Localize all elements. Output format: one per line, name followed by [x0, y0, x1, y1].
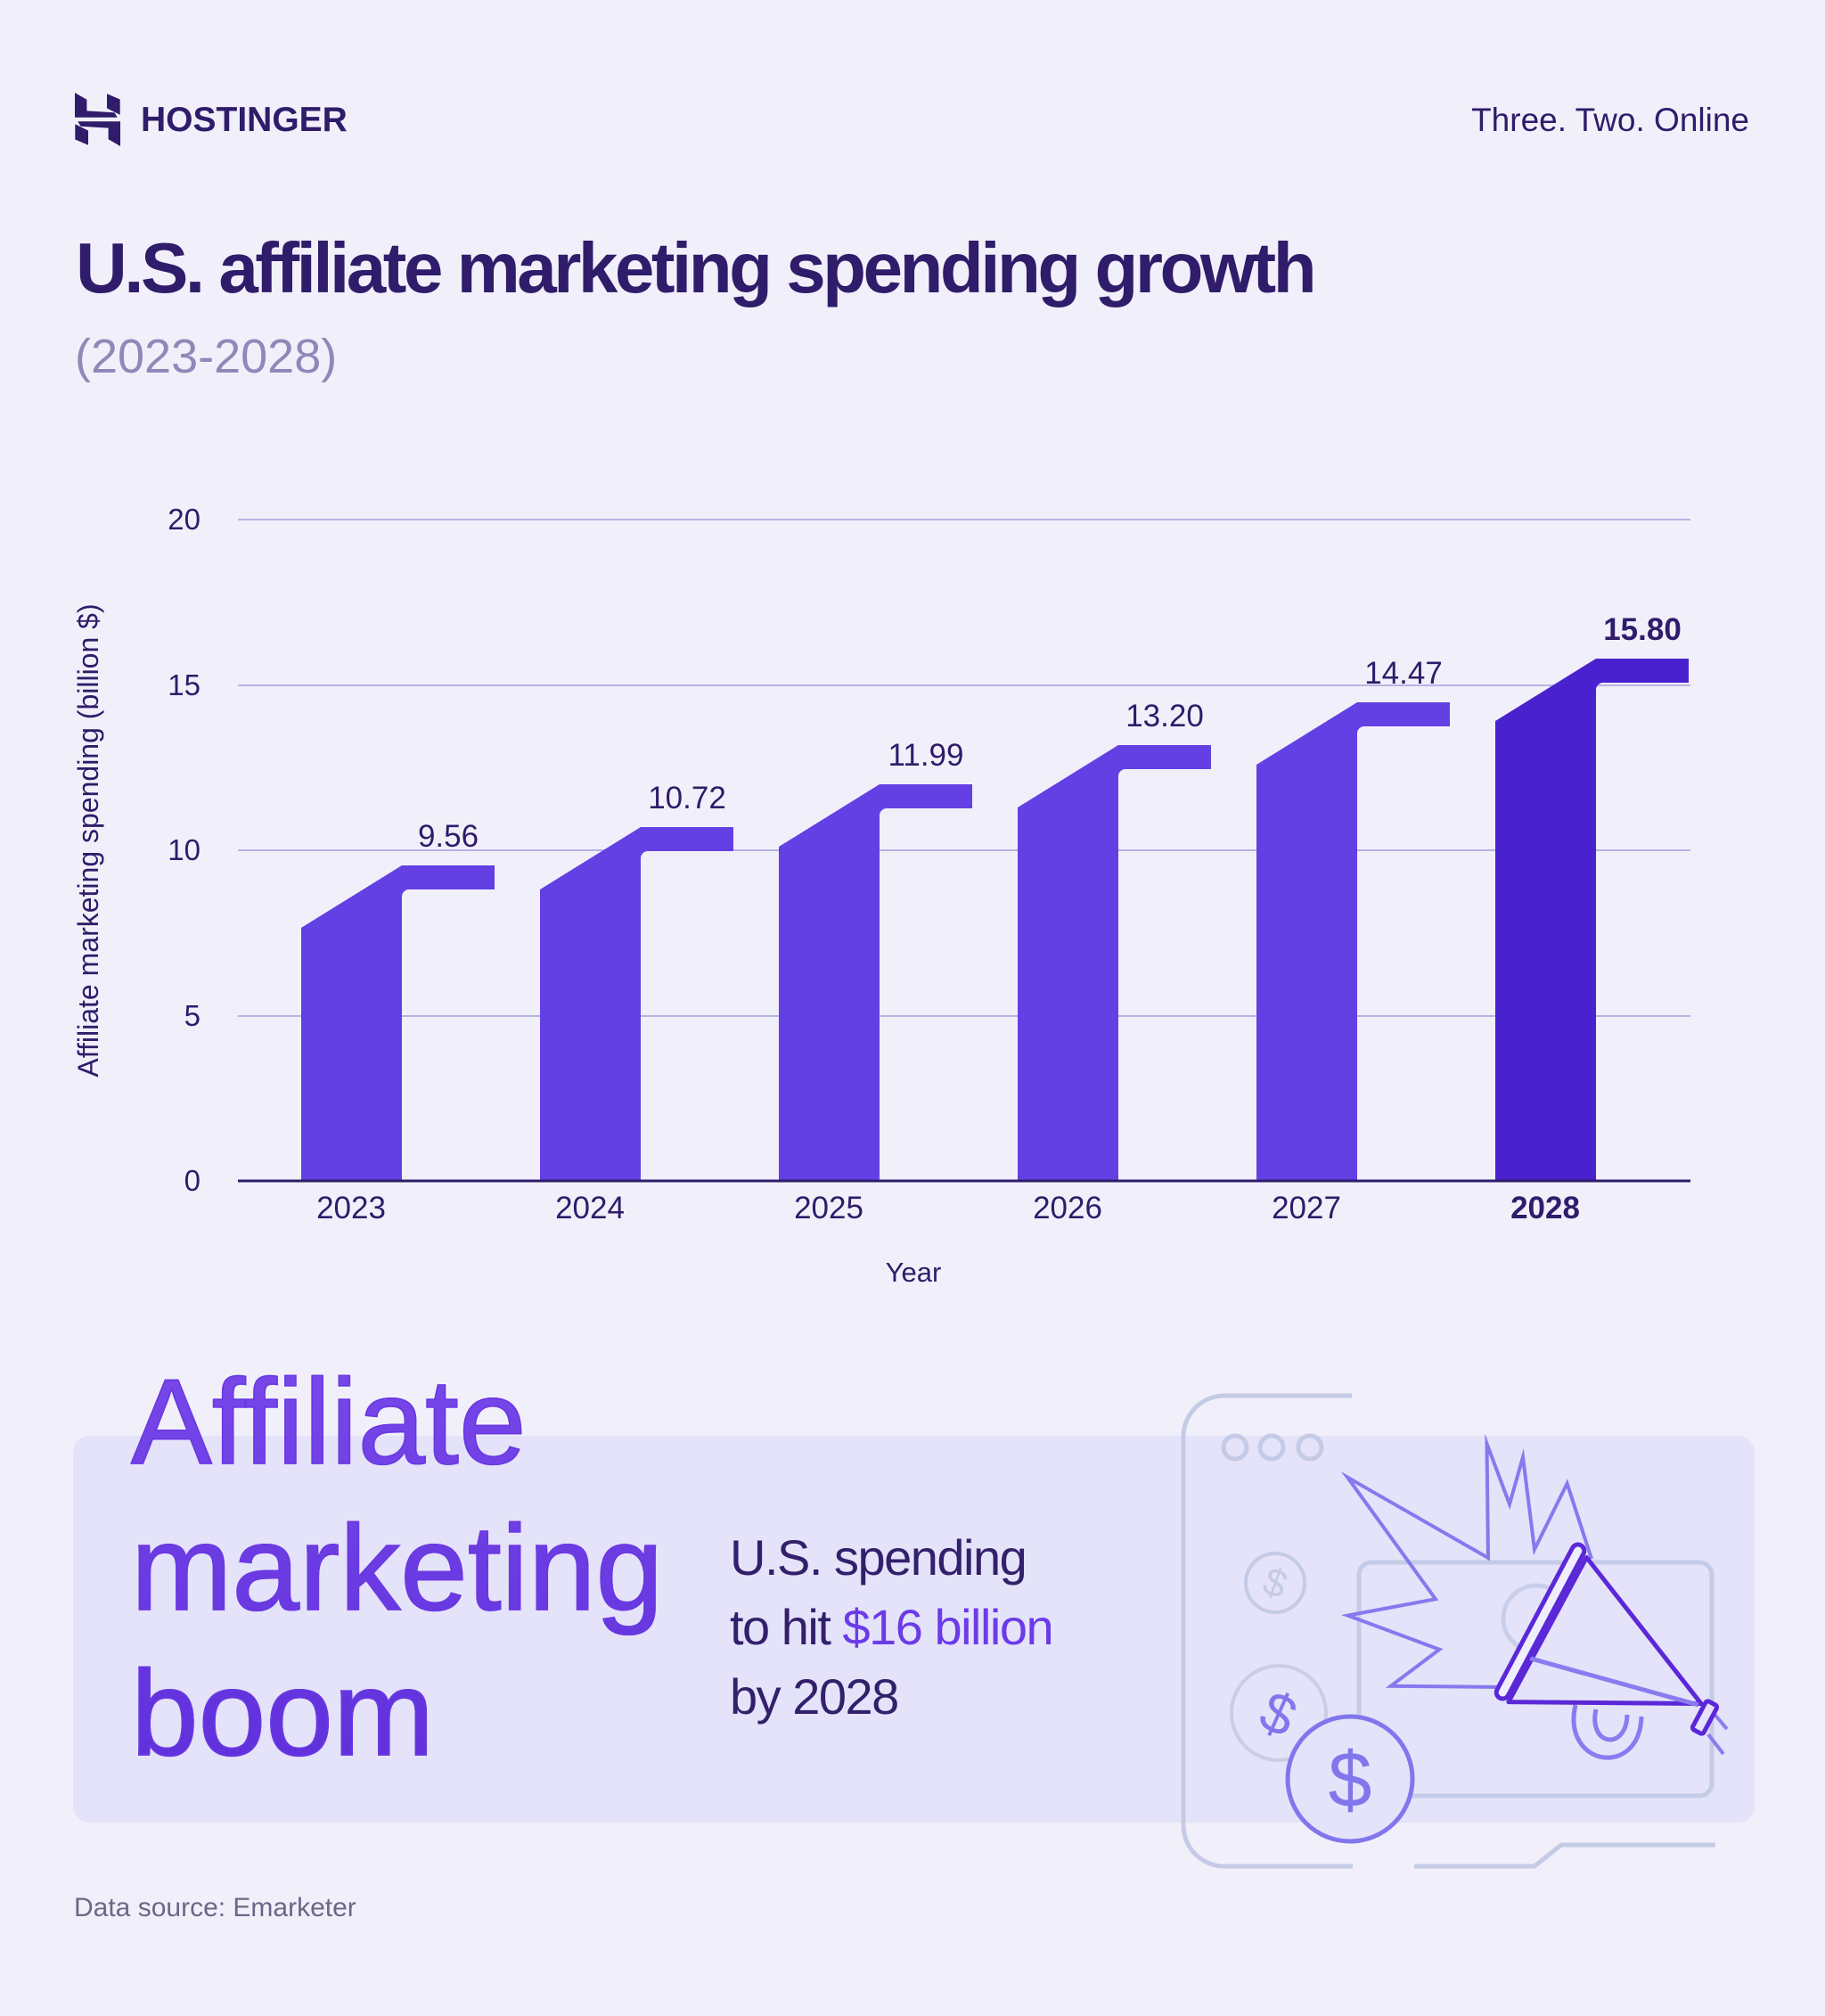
svg-text:2024: 2024 — [555, 1191, 625, 1225]
svg-text:2023: 2023 — [316, 1191, 386, 1225]
svg-text:9.56: 9.56 — [418, 819, 479, 854]
svg-text:2025: 2025 — [794, 1191, 863, 1225]
svg-text:10: 10 — [168, 833, 201, 866]
svg-text:13.20: 13.20 — [1125, 699, 1204, 733]
svg-text:5: 5 — [184, 999, 201, 1032]
svg-text:2027: 2027 — [1272, 1191, 1341, 1225]
svg-text:11.99: 11.99 — [888, 738, 964, 773]
svg-text:Year: Year — [886, 1257, 942, 1288]
svg-text:10.72: 10.72 — [648, 781, 726, 815]
svg-text:Affiliate marketing spending (: Affiliate marketing spending (billion $) — [72, 603, 104, 1077]
svg-text:2026: 2026 — [1033, 1191, 1102, 1225]
svg-text:2028: 2028 — [1510, 1191, 1580, 1225]
svg-text:0: 0 — [184, 1164, 201, 1197]
svg-text:20: 20 — [168, 503, 201, 536]
svg-text:15.80: 15.80 — [1603, 612, 1682, 647]
svg-text:15: 15 — [168, 668, 201, 701]
svg-text:$: $ — [1329, 1735, 1372, 1823]
svg-text:14.47: 14.47 — [1364, 656, 1443, 691]
